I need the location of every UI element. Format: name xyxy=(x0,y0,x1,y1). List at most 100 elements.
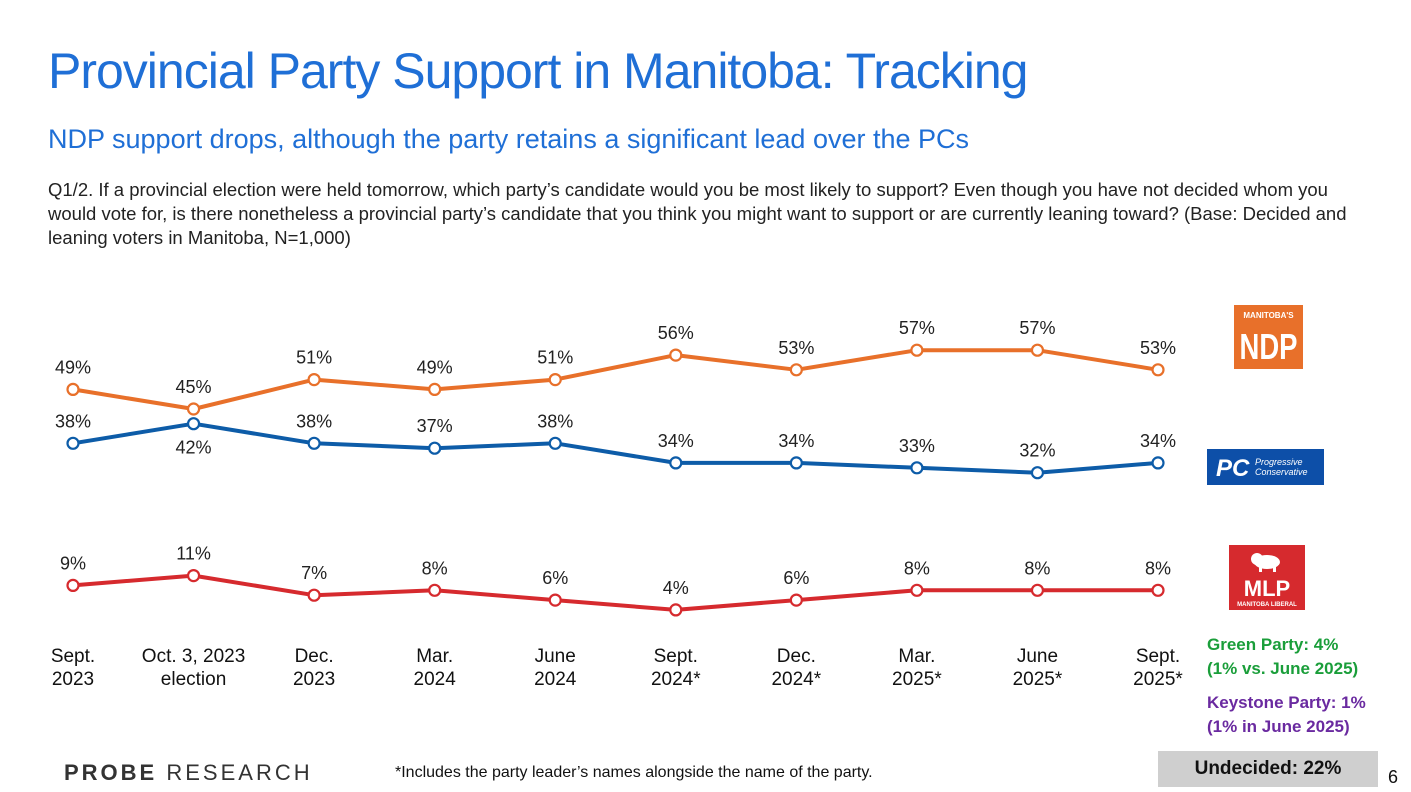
survey-question: Q1/2. If a provincial election were held… xyxy=(48,179,1347,248)
data-label-pc-3: 37% xyxy=(417,416,453,436)
point-liberal-7 xyxy=(910,583,924,597)
x-tick-label-2-1: 2023 xyxy=(293,669,335,690)
data-label-ndp-2: 51% xyxy=(296,348,332,368)
ndp-logo: MANITOBA'S NDP xyxy=(1234,305,1303,369)
green-party-note: Green Party: 4% (1% vs. June 2025) xyxy=(1207,633,1358,681)
x-tick-label-7-0: Mar. xyxy=(898,646,935,667)
point-pc-2 xyxy=(307,436,321,450)
point-liberal-9 xyxy=(1151,583,1165,597)
svg-text:NDP: NDP xyxy=(1240,326,1298,367)
page-subtitle: NDP support drops, although the party re… xyxy=(48,124,970,154)
point-liberal-4 xyxy=(548,593,562,607)
x-tick-label-3-0: Mar. xyxy=(416,646,453,667)
x-tick-label-3-1: 2024 xyxy=(414,669,457,690)
pc-logo: PC Progressive Conservative xyxy=(1207,449,1324,485)
data-label-liberal-8: 8% xyxy=(1024,558,1050,578)
data-label-ndp-6: 53% xyxy=(778,338,814,358)
point-ndp-1 xyxy=(186,402,201,416)
x-tick-label-7-1: 2025* xyxy=(892,669,942,690)
data-label-pc-0: 38% xyxy=(55,411,91,431)
data-label-ndp-4: 51% xyxy=(537,348,573,368)
x-tick-label-4-0: June xyxy=(535,646,576,667)
x-tick-label-1-0: Oct. 3, 2023 xyxy=(142,646,246,667)
data-label-pc-1: 42% xyxy=(176,438,212,458)
x-tick-label-5-1: 2024* xyxy=(651,669,701,690)
data-label-ndp-1: 45% xyxy=(176,377,212,397)
data-label-ndp-7: 57% xyxy=(899,318,935,338)
data-label-pc-8: 32% xyxy=(1019,441,1055,461)
keystone-party-change: (1% in June 2025) xyxy=(1207,717,1350,736)
brand-rest: RESEARCH xyxy=(157,760,313,785)
x-tick-label-6-0: Dec. xyxy=(777,646,816,667)
point-pc-6 xyxy=(789,456,803,470)
point-pc-0 xyxy=(66,436,80,450)
point-ndp-3 xyxy=(428,382,442,396)
x-tick-label-6-1: 2024* xyxy=(771,669,821,690)
point-pc-3 xyxy=(428,441,442,455)
point-liberal-1 xyxy=(186,568,201,583)
point-ndp-5 xyxy=(669,348,683,362)
brand-logo: PROBE RESEARCH xyxy=(64,760,313,786)
page-title: Provincial Party Support in Manitoba: Tr… xyxy=(48,43,1028,99)
x-tick-label-0-1: 2023 xyxy=(52,669,94,690)
data-label-liberal-0: 9% xyxy=(60,553,86,573)
page-number: 6 xyxy=(1388,767,1399,787)
data-label-liberal-6: 6% xyxy=(783,568,809,588)
mlp-logo: MLP MANITOBA LIBERAL xyxy=(1229,545,1305,610)
brand-bold: PROBE xyxy=(64,760,158,785)
data-label-liberal-3: 8% xyxy=(422,558,448,578)
point-liberal-5 xyxy=(669,603,683,617)
bison-icon xyxy=(1251,553,1280,572)
data-label-liberal-7: 8% xyxy=(904,558,930,578)
point-pc-7 xyxy=(910,461,924,475)
data-label-liberal-4: 6% xyxy=(542,568,568,588)
x-tick-label-4-1: 2024 xyxy=(534,669,577,690)
svg-text:MLP: MLP xyxy=(1244,576,1290,601)
point-pc-8 xyxy=(1030,466,1045,480)
data-label-ndp-3: 49% xyxy=(417,357,453,377)
series-line-liberal xyxy=(72,573,1158,612)
undecided-badge: Undecided: 22% xyxy=(1158,751,1378,787)
data-label-ndp-0: 49% xyxy=(55,357,91,377)
data-label-pc-7: 33% xyxy=(899,436,935,456)
x-tick-label-9-0: Sept. xyxy=(1136,646,1180,667)
data-label-pc-6: 34% xyxy=(778,431,814,451)
green-party-change: (1% vs. June 2025) xyxy=(1207,659,1359,678)
svg-text:MANITOBA LIBERAL: MANITOBA LIBERAL xyxy=(1237,602,1297,608)
svg-text:PC: PC xyxy=(1216,455,1250,482)
point-pc-4 xyxy=(548,436,562,450)
keystone-party-value: Keystone Party: 1% xyxy=(1207,693,1366,712)
point-ndp-0 xyxy=(66,382,80,396)
x-tick-label-1-1: election xyxy=(161,669,227,690)
point-ndp-4 xyxy=(548,373,562,387)
point-pc-5 xyxy=(669,456,683,470)
point-pc-1 xyxy=(186,417,201,431)
point-ndp-8 xyxy=(1030,343,1045,357)
data-label-pc-9: 34% xyxy=(1140,431,1176,451)
x-tick-label-0-0: Sept. xyxy=(51,646,95,667)
data-label-pc-4: 38% xyxy=(537,411,573,431)
series-line-ndp xyxy=(72,348,1159,411)
point-ndp-2 xyxy=(307,373,321,387)
data-label-ndp-5: 56% xyxy=(658,323,694,343)
point-liberal-2 xyxy=(307,588,321,602)
data-label-liberal-9: 8% xyxy=(1145,558,1171,578)
point-liberal-0 xyxy=(66,578,80,593)
data-label-ndp-9: 53% xyxy=(1140,338,1176,358)
keystone-party-note: Keystone Party: 1% (1% in June 2025) xyxy=(1207,691,1366,739)
x-tick-label-5-0: Sept. xyxy=(654,646,698,667)
svg-text:Progressive: Progressive xyxy=(1255,457,1303,467)
svg-text:MANITOBA'S: MANITOBA'S xyxy=(1243,311,1294,320)
point-pc-9 xyxy=(1151,456,1165,470)
footnote: *Includes the party leader’s names along… xyxy=(395,764,873,781)
x-tick-label-2-0: Dec. xyxy=(295,646,334,667)
point-liberal-8 xyxy=(1030,583,1045,597)
data-label-pc-2: 38% xyxy=(296,411,332,431)
point-ndp-6 xyxy=(789,363,803,377)
data-label-liberal-5: 4% xyxy=(663,578,689,598)
data-label-liberal-2: 7% xyxy=(301,563,327,583)
point-ndp-9 xyxy=(1151,363,1165,377)
point-ndp-7 xyxy=(910,343,924,357)
data-label-liberal-1: 11% xyxy=(176,544,211,564)
